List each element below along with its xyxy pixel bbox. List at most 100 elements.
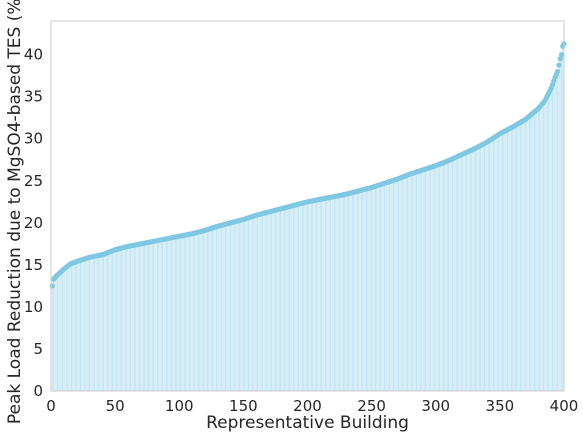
y-tick-labels: 0 5 10 15 20 25 30 35 40 — [24, 46, 43, 400]
bar — [131, 245, 133, 391]
bar — [381, 184, 383, 391]
x-tick-label: 400 — [550, 397, 579, 415]
data-point — [49, 283, 55, 289]
bar — [369, 187, 371, 391]
bar — [333, 196, 335, 391]
bar — [443, 162, 444, 391]
bar — [392, 180, 394, 391]
bar — [274, 210, 276, 391]
bar — [174, 237, 176, 391]
bar — [453, 158, 455, 391]
bar — [342, 194, 344, 391]
bar — [62, 270, 63, 391]
bar — [401, 177, 403, 391]
bar — [149, 242, 151, 391]
bar — [245, 218, 247, 391]
bar — [403, 176, 405, 391]
bar — [485, 142, 487, 391]
bar — [330, 197, 332, 391]
bar — [68, 265, 70, 391]
bar — [301, 203, 303, 391]
bar — [135, 244, 137, 391]
bar — [501, 132, 503, 391]
bar — [267, 212, 269, 391]
bar — [80, 260, 81, 391]
bar — [287, 206, 289, 391]
bar — [199, 231, 201, 391]
bar — [231, 222, 233, 391]
bar — [124, 247, 126, 391]
bar — [241, 219, 243, 391]
bar — [185, 235, 187, 391]
bar — [105, 253, 107, 391]
bar — [544, 100, 546, 391]
bar — [150, 241, 152, 391]
x-tick-labels: 0 50 100 150 200 250 300 350 400 — [46, 397, 578, 415]
bar — [272, 210, 274, 391]
bar — [562, 46, 564, 391]
bar — [345, 194, 347, 391]
bar — [180, 236, 181, 391]
bar — [484, 143, 485, 391]
bar — [77, 261, 79, 391]
bar — [162, 239, 164, 391]
bar — [228, 223, 230, 391]
bar — [360, 190, 362, 391]
bar — [346, 193, 348, 391]
bar — [521, 121, 523, 391]
bar — [382, 183, 384, 391]
bar — [560, 54, 562, 391]
bar — [335, 196, 337, 391]
bar — [227, 223, 229, 391]
bar — [164, 239, 166, 391]
bar — [249, 217, 251, 391]
bar — [196, 232, 198, 391]
bar — [296, 204, 298, 391]
bar — [545, 98, 547, 392]
bar — [201, 231, 203, 391]
y-tick-label: 5 — [33, 340, 43, 358]
bar — [173, 237, 175, 391]
bar — [235, 221, 237, 391]
bar — [454, 157, 456, 391]
bar — [409, 174, 411, 391]
bar — [169, 238, 171, 391]
bar — [95, 256, 97, 391]
bar — [441, 163, 443, 391]
bar — [431, 166, 433, 391]
y-tick-label: 0 — [33, 382, 43, 400]
x-tick-label: 200 — [293, 397, 322, 415]
bar — [475, 148, 476, 391]
bar — [494, 137, 496, 391]
bar — [418, 171, 420, 391]
bar — [549, 90, 551, 392]
bar — [316, 200, 317, 391]
bar — [172, 237, 174, 391]
bar — [514, 125, 516, 391]
bar — [294, 205, 296, 391]
bar — [537, 108, 539, 391]
bar — [489, 140, 491, 391]
bar — [416, 171, 417, 391]
bar — [413, 172, 415, 391]
bar — [550, 88, 552, 392]
bar — [466, 152, 467, 391]
bar — [305, 202, 307, 391]
data-point — [557, 56, 563, 62]
bar — [371, 187, 373, 391]
bar — [425, 169, 426, 391]
bar — [130, 245, 131, 391]
bar — [176, 236, 178, 391]
bar — [257, 214, 258, 391]
bar — [368, 188, 370, 391]
bar — [254, 215, 256, 391]
bar — [349, 193, 351, 391]
bar — [455, 157, 457, 391]
bar — [540, 105, 542, 392]
bar — [232, 222, 234, 391]
bar — [58, 273, 60, 391]
bar — [142, 243, 144, 391]
bar — [339, 195, 341, 391]
bar — [303, 202, 305, 391]
bar — [412, 173, 414, 391]
